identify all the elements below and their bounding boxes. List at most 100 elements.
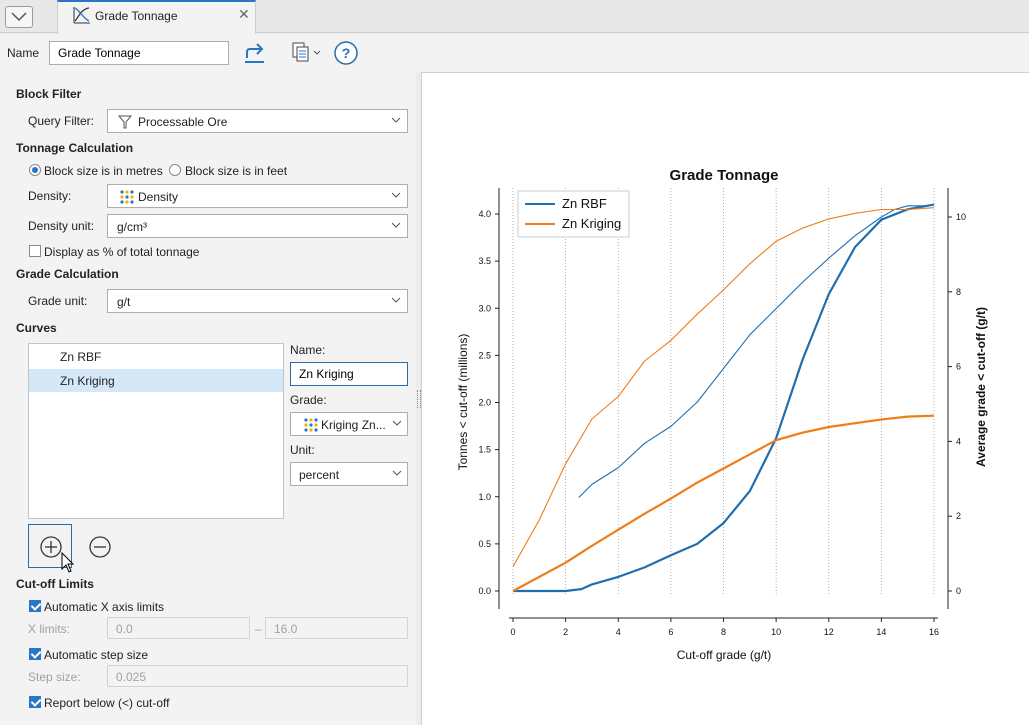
help-icon[interactable]: ? xyxy=(333,40,359,66)
x-tick-label: 12 xyxy=(824,627,834,637)
radio-feet[interactable] xyxy=(169,164,181,176)
series-zn-kriging-average-grade xyxy=(512,207,935,567)
y-left-tick-label: 0.5 xyxy=(478,539,491,549)
radio-metres[interactable] xyxy=(29,164,41,176)
curve-grade-value: Kriging Zn... xyxy=(321,418,386,432)
chevron-down-icon xyxy=(391,297,401,303)
report-below-label: Report below (<) cut-off xyxy=(44,696,170,710)
x-tick-label: 6 xyxy=(668,627,673,637)
tab-title: Grade Tonnage xyxy=(95,9,178,23)
settings-panel: Block Filter Query Filter: Processable O… xyxy=(0,72,416,725)
y-left-tick-label: 2.0 xyxy=(478,398,491,408)
chart-axes: 0 2 4 6 8 10 12 14 16 0.0 0.5 1.0 1.5 2.0 2.5 3.0 3.5 4.0… xyxy=(478,188,966,637)
grade-attribute-icon xyxy=(304,418,318,432)
y-left-tick-label: 1.5 xyxy=(478,445,491,455)
y-right-tick-label: 0 xyxy=(956,586,961,596)
chevron-down-icon xyxy=(391,117,401,123)
radio-metres-label: Block size is in metres xyxy=(44,164,163,178)
legend-box xyxy=(517,190,630,238)
curve-unit-select[interactable]: percent xyxy=(290,462,408,486)
close-icon[interactable]: ✕ xyxy=(238,6,250,22)
series-zn-rbf-tonnage xyxy=(513,203,935,593)
list-item-zn-kriging[interactable]: Zn Kriging xyxy=(29,369,283,392)
chart-title: Grade Tonnage xyxy=(670,167,779,184)
tonnage-calculation-heading: Tonnage Calculation xyxy=(16,141,134,155)
x-tick-label: 4 xyxy=(616,627,621,637)
y-left-tick-label: 4.0 xyxy=(478,209,491,219)
x-tick-label: 16 xyxy=(929,627,939,637)
x-limits-separator: – xyxy=(255,622,262,636)
auto-x-limits-checkbox[interactable] xyxy=(29,600,41,612)
y-right-tick-label: 4 xyxy=(956,436,961,446)
step-size-label: Step size: xyxy=(28,670,81,684)
y-right-tick-label: 6 xyxy=(956,362,961,372)
mouse-cursor-icon xyxy=(61,552,75,573)
chart-panel: Grade Tonnage 0 2 4 6 8 10 12 14 16 0.0 0.5 1.0 1.5 2… xyxy=(421,72,1029,725)
share-icon[interactable] xyxy=(242,40,268,66)
y-axis-left-label: Tonnes < cut-off (millions) xyxy=(456,334,470,471)
x-tick-label: 10 xyxy=(771,627,781,637)
chevron-down-icon xyxy=(391,192,401,198)
chevron-down-icon xyxy=(11,12,27,22)
auto-step-label: Automatic step size xyxy=(44,648,149,662)
chart-grid xyxy=(512,188,935,595)
auto-step-checkbox[interactable] xyxy=(29,648,41,660)
y-right-tick-label: 10 xyxy=(956,212,966,222)
block-filter-heading: Block Filter xyxy=(16,87,82,101)
cutoff-limits-heading: Cut-off Limits xyxy=(16,577,94,591)
x-axis-label: Cut-off grade (g/t) xyxy=(677,648,772,662)
series-zn-kriging-tonnage xyxy=(512,414,935,592)
chevron-down-icon xyxy=(392,470,402,476)
chevron-down-icon xyxy=(391,222,401,228)
density-unit-value: g/cm³ xyxy=(117,220,147,234)
x-tick-label: 8 xyxy=(721,627,726,637)
add-curve-button[interactable] xyxy=(28,524,72,568)
density-value: Density xyxy=(138,190,179,204)
panel-splitter[interactable] xyxy=(417,390,421,408)
report-below-checkbox[interactable] xyxy=(29,696,41,708)
display-percent-checkbox[interactable] xyxy=(29,245,41,257)
y-left-tick-label: 3.0 xyxy=(478,303,491,313)
grade-tonnage-chart: Grade Tonnage 0 2 4 6 8 10 12 14 16 0.0 0.5 1.0 1.5 2… xyxy=(456,167,988,662)
curve-name-label: Name: xyxy=(290,343,326,357)
step-size-input[interactable]: 0.025 xyxy=(107,665,408,687)
filter-icon xyxy=(118,115,132,129)
x-limits-label: X limits: xyxy=(28,622,70,636)
chevron-down-icon xyxy=(392,420,402,426)
x-tick-label: 0 xyxy=(510,627,515,637)
x-max-input[interactable]: 16.0 xyxy=(265,617,408,639)
tab-grade-tonnage[interactable]: Grade Tonnage ✕ xyxy=(57,0,256,34)
y-left-tick-label: 0.0 xyxy=(478,586,491,596)
query-filter-label: Query Filter: xyxy=(28,114,95,128)
curve-grade-select[interactable]: Kriging Zn... xyxy=(290,412,408,436)
remove-curve-button[interactable] xyxy=(88,535,112,559)
list-item-zn-rbf[interactable]: Zn RBF xyxy=(60,350,102,364)
display-percent-label: Display as % of total tonnage xyxy=(44,245,200,259)
curves-list[interactable]: Zn RBF Zn Kriging xyxy=(28,343,284,519)
grade-tonnage-chart-icon xyxy=(73,7,90,24)
query-filter-select[interactable]: Processable Ore xyxy=(107,109,408,133)
name-input[interactable] xyxy=(49,41,229,65)
curve-name-input[interactable] xyxy=(290,362,408,386)
grade-calculation-heading: Grade Calculation xyxy=(16,267,119,281)
y-left-tick-label: 2.5 xyxy=(478,350,491,360)
grade-unit-select[interactable]: g/t xyxy=(107,289,408,313)
chart-series xyxy=(512,203,935,593)
copy-dropdown-icon[interactable] xyxy=(290,40,326,66)
grade-unit-value: g/t xyxy=(117,295,131,309)
query-filter-value: Processable Ore xyxy=(138,115,228,129)
curve-grade-label: Grade: xyxy=(290,393,327,407)
radio-feet-label: Block size is in feet xyxy=(185,164,288,178)
x-min-input[interactable]: 0.0 xyxy=(107,617,250,639)
curve-unit-value: percent xyxy=(299,468,340,482)
density-select[interactable]: Density xyxy=(107,184,408,208)
svg-text:?: ? xyxy=(342,45,351,61)
add-circle-icon xyxy=(40,536,62,558)
tab-list-dropdown[interactable] xyxy=(5,6,33,28)
density-attribute-icon xyxy=(120,190,134,204)
name-label: Name xyxy=(7,46,40,60)
density-unit-select[interactable]: g/cm³ xyxy=(107,214,408,238)
x-tick-label: 14 xyxy=(876,627,886,637)
density-label: Density: xyxy=(28,189,72,203)
y-right-tick-label: 2 xyxy=(956,511,961,521)
